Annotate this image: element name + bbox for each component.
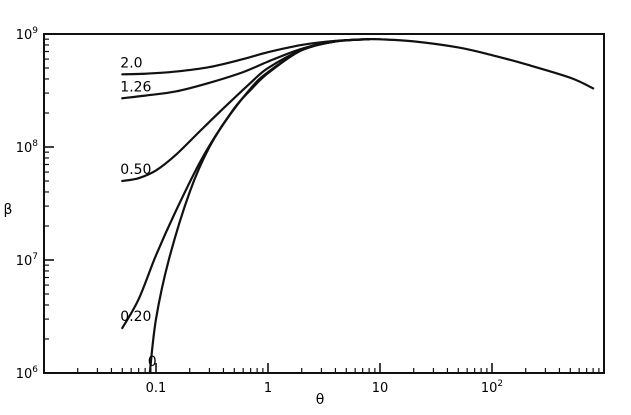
series-line	[121, 38, 371, 76]
series-line	[148, 38, 371, 375]
series-label: 0	[148, 354, 157, 370]
y-tick-label: 109	[16, 26, 39, 43]
series-lines	[121, 37, 595, 375]
x-tick-label: 0.1	[146, 381, 167, 396]
series-line	[368, 37, 595, 90]
x-tick-label: 102	[481, 379, 503, 396]
series-labels: 2.0 1.26 0.50 0.20 0	[120, 55, 156, 370]
y-axis-title: β	[4, 202, 13, 218]
y-tick-label: 108	[16, 139, 39, 156]
y-tick-label: 106	[16, 365, 39, 382]
x-axis-title: θ	[316, 392, 325, 408]
y-axis-ticks: 106 107 108 109	[16, 26, 54, 382]
x-tick-label: 10	[372, 381, 389, 396]
series-label: 0.50	[120, 162, 151, 178]
x-axis-ticks: 0.1 1 10 102	[77, 363, 600, 396]
series-label: 2.0	[120, 55, 142, 71]
y-tick-label: 107	[16, 252, 38, 269]
plot-frame	[43, 33, 605, 374]
series-label: 0.20	[120, 309, 151, 325]
series-label: 1.26	[120, 79, 151, 95]
x-tick-label: 1	[264, 381, 272, 396]
